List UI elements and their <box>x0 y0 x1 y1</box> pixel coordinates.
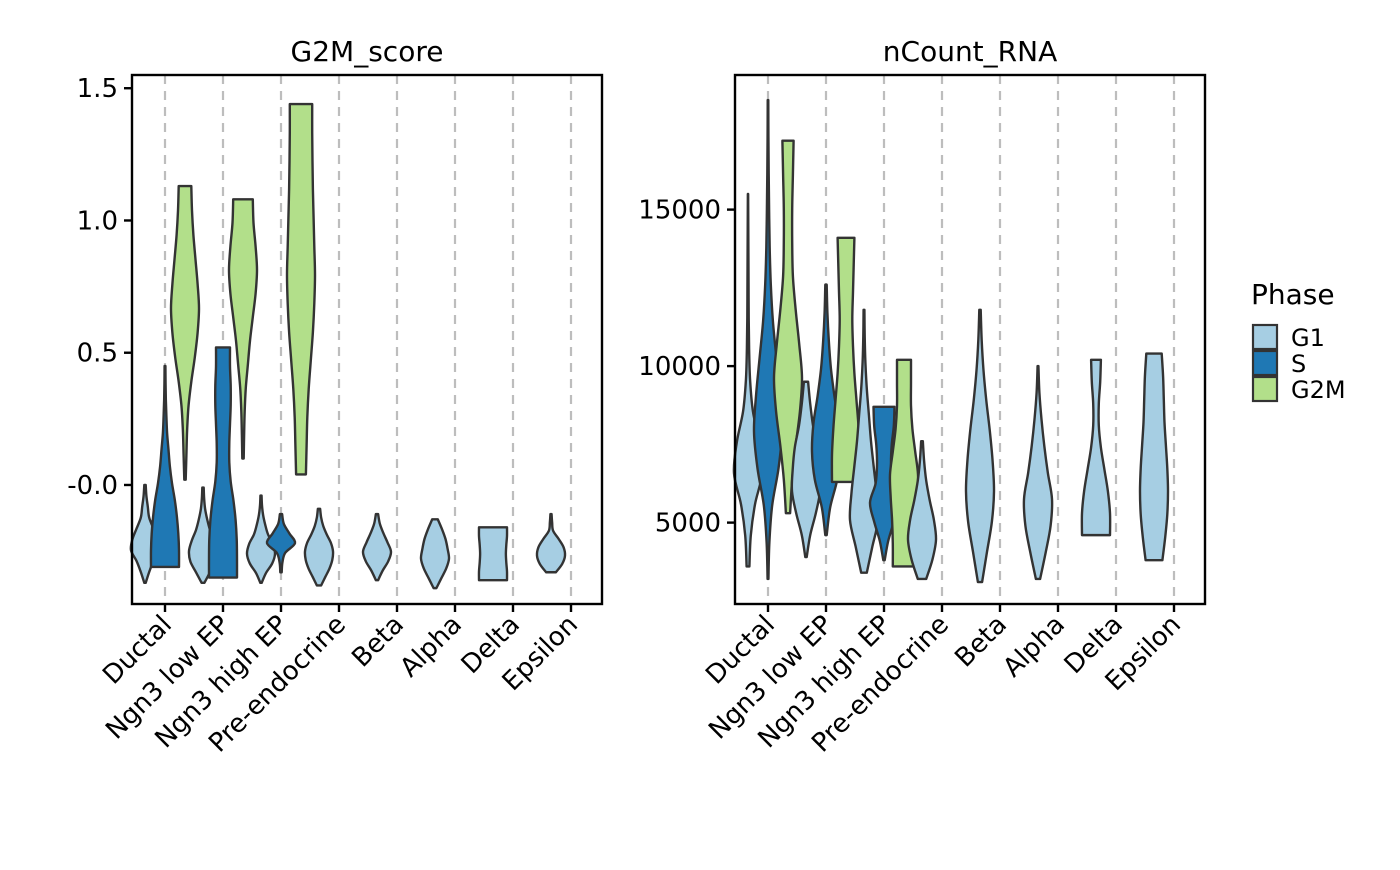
violin-epsilon-g1 <box>1138 352 1170 562</box>
panel-frame <box>733 73 1207 606</box>
legend-title: Phase <box>1251 278 1335 311</box>
violin-ngn3-high-ep-g1 <box>245 494 277 585</box>
violin-ductal-g2m <box>772 139 804 515</box>
violin-delta-g1 <box>1080 358 1112 537</box>
violin-ductal-s <box>149 364 181 569</box>
violin-ngn3-high-ep-g2m <box>285 102 317 476</box>
y-tick-label: 0.5 <box>77 339 118 369</box>
legend-label-g2m: G2M <box>1291 376 1346 404</box>
x-tick-label: Alpha <box>394 610 467 683</box>
violin-ngn3-low-ep-g2m <box>227 198 259 460</box>
violin-ngn3-low-ep-g2m <box>830 236 862 484</box>
legend-key-s <box>1251 349 1279 377</box>
panel-title: G2M_score <box>291 35 444 68</box>
violin-alpha-g1 <box>419 518 451 590</box>
legend-key-g1 <box>1251 323 1279 351</box>
y-tick-label: 1.0 <box>77 206 118 236</box>
violin-epsilon-g1 <box>535 512 567 574</box>
y-tick-label: 1.5 <box>77 74 118 104</box>
violin-ngn3-low-ep-s <box>207 346 239 579</box>
legend-label-s: S <box>1291 350 1306 378</box>
panel-title: nCount_RNA <box>883 35 1057 68</box>
violin-ngn3-high-ep-s <box>265 512 297 574</box>
x-tick-label: Alpha <box>997 610 1070 683</box>
violin-beta-g1 <box>964 308 996 584</box>
violin-pre-endocrine-g1 <box>906 440 938 581</box>
violin-alpha-g1 <box>1022 364 1054 581</box>
violin-ductal-g2m <box>169 184 201 481</box>
violin-beta-g1 <box>361 512 393 582</box>
y-tick-label: -0.0 <box>67 471 118 501</box>
y-tick-label: 5000 <box>655 509 721 539</box>
y-tick-label: 10000 <box>638 352 721 382</box>
panel-frame <box>130 73 604 606</box>
legend-label-g1: G1 <box>1291 324 1325 352</box>
y-tick-label: 15000 <box>638 196 721 226</box>
violin-delta-g1 <box>477 526 509 582</box>
legend-key-g2m <box>1251 375 1279 403</box>
violin-pre-endocrine-g1 <box>303 507 335 587</box>
